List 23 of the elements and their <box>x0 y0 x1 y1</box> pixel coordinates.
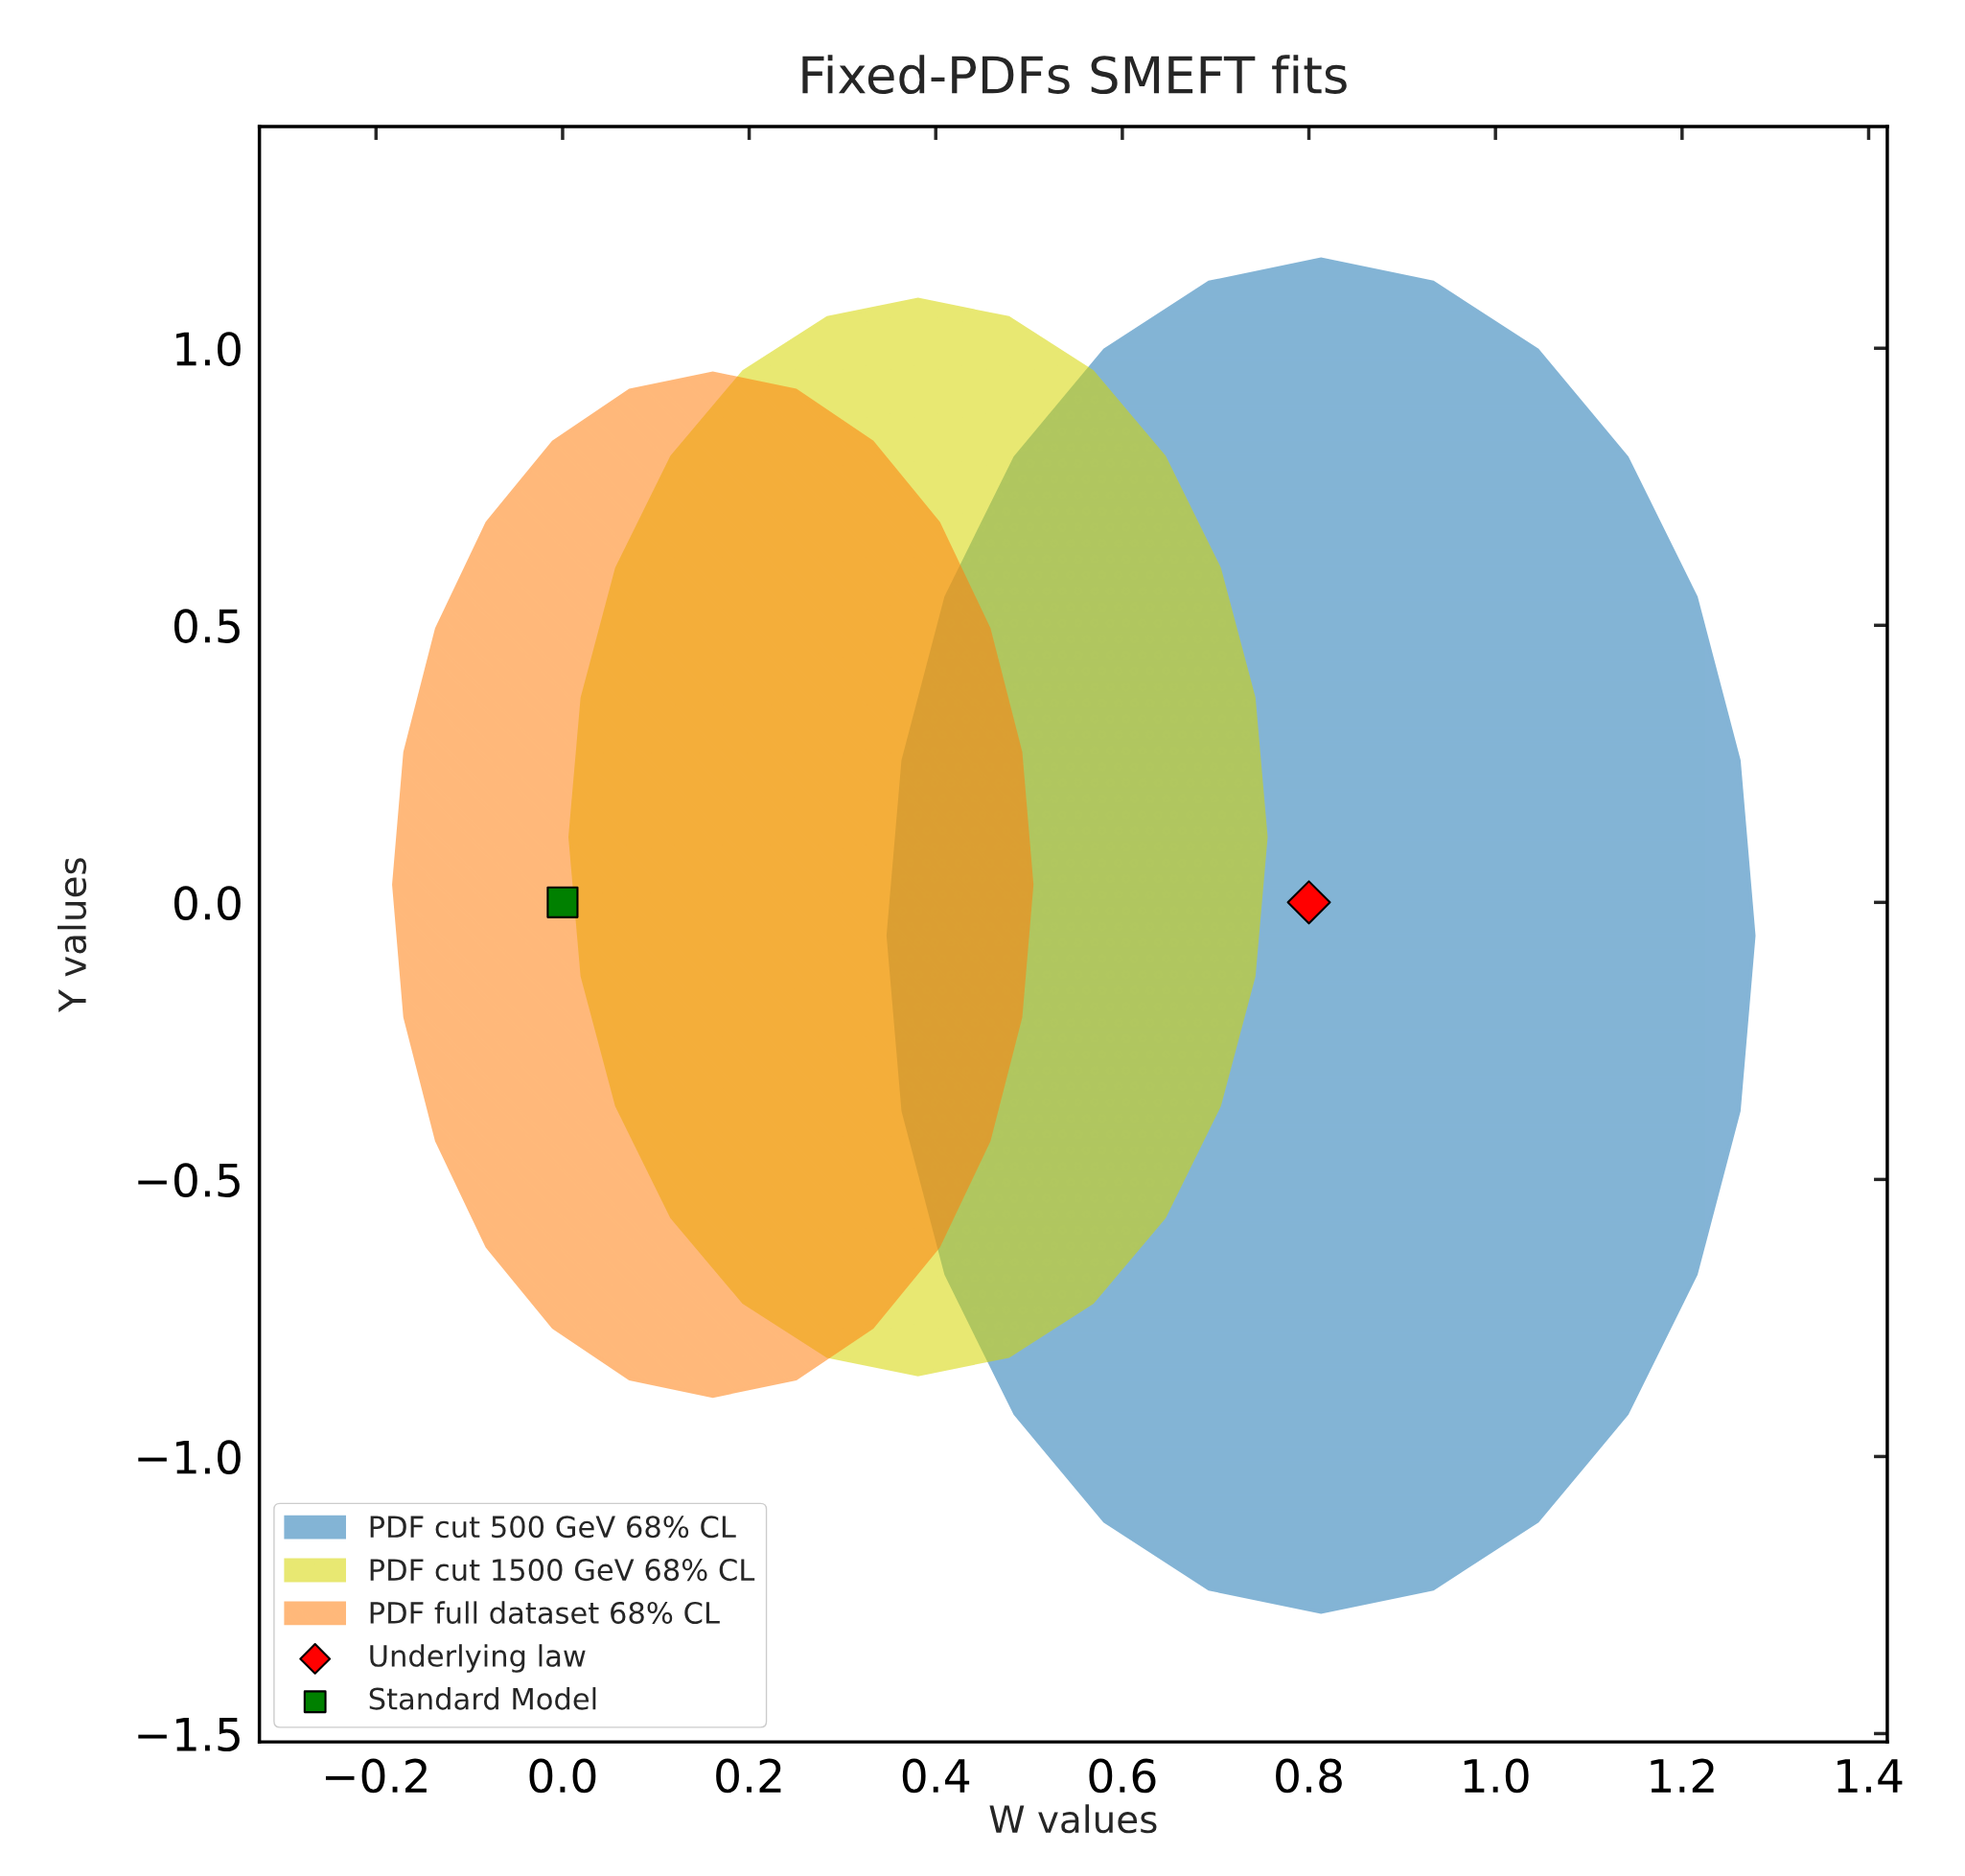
x-tick-label: 0.0 <box>529 1758 596 1794</box>
y-tick-label: −0.5 <box>138 1163 240 1197</box>
legend-label: Standard Model <box>369 1687 596 1710</box>
x-tick-label: 1.0 <box>1464 1758 1529 1794</box>
legend-label: PDF cut 1500 GeV 68% CL <box>370 1559 755 1582</box>
y-tick-label: 0.5 <box>173 609 240 643</box>
x-tick-label: 1.2 <box>1651 1758 1714 1793</box>
x-tick-label: 0.8 <box>1276 1758 1342 1794</box>
x-axis-title: W values <box>989 1804 1157 1834</box>
legend-label: Underlying law <box>370 1644 586 1673</box>
legend-label: PDF full dataset 68% CL <box>370 1601 720 1624</box>
x-tick-label: 0.2 <box>716 1758 781 1794</box>
y-tick-label: −1.0 <box>138 1440 241 1475</box>
y-tick-label: 0.0 <box>173 886 241 920</box>
y-tick-label: −1.5 <box>138 1717 240 1752</box>
x-tick-label: −0.2 <box>325 1758 427 1794</box>
x-tick-label: 0.4 <box>902 1758 970 1794</box>
chart-title: Fixed-PDFs SMEFT fits <box>802 55 1347 95</box>
y-axis-title: Y values <box>57 858 87 1012</box>
x-tick-label: 0.6 <box>1089 1758 1156 1794</box>
y-tick-label: 1.0 <box>176 332 241 366</box>
x-tick-label: 1.4 <box>1838 1759 1903 1793</box>
legend-label: PDF cut 500 GeV 68% CL <box>370 1516 736 1539</box>
